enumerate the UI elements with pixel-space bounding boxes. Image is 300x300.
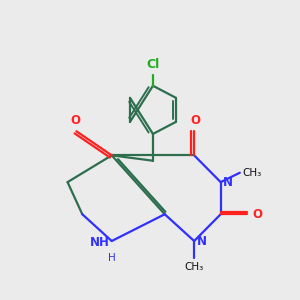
Text: CH₃: CH₃ bbox=[243, 168, 262, 178]
Text: CH₃: CH₃ bbox=[184, 262, 204, 272]
Text: O: O bbox=[190, 114, 201, 127]
Text: H: H bbox=[108, 253, 116, 263]
Text: NH: NH bbox=[89, 236, 110, 249]
Text: N: N bbox=[223, 176, 233, 189]
Text: Cl: Cl bbox=[146, 58, 160, 71]
Text: N: N bbox=[196, 235, 206, 248]
Text: O: O bbox=[253, 208, 262, 221]
Text: O: O bbox=[70, 114, 80, 127]
